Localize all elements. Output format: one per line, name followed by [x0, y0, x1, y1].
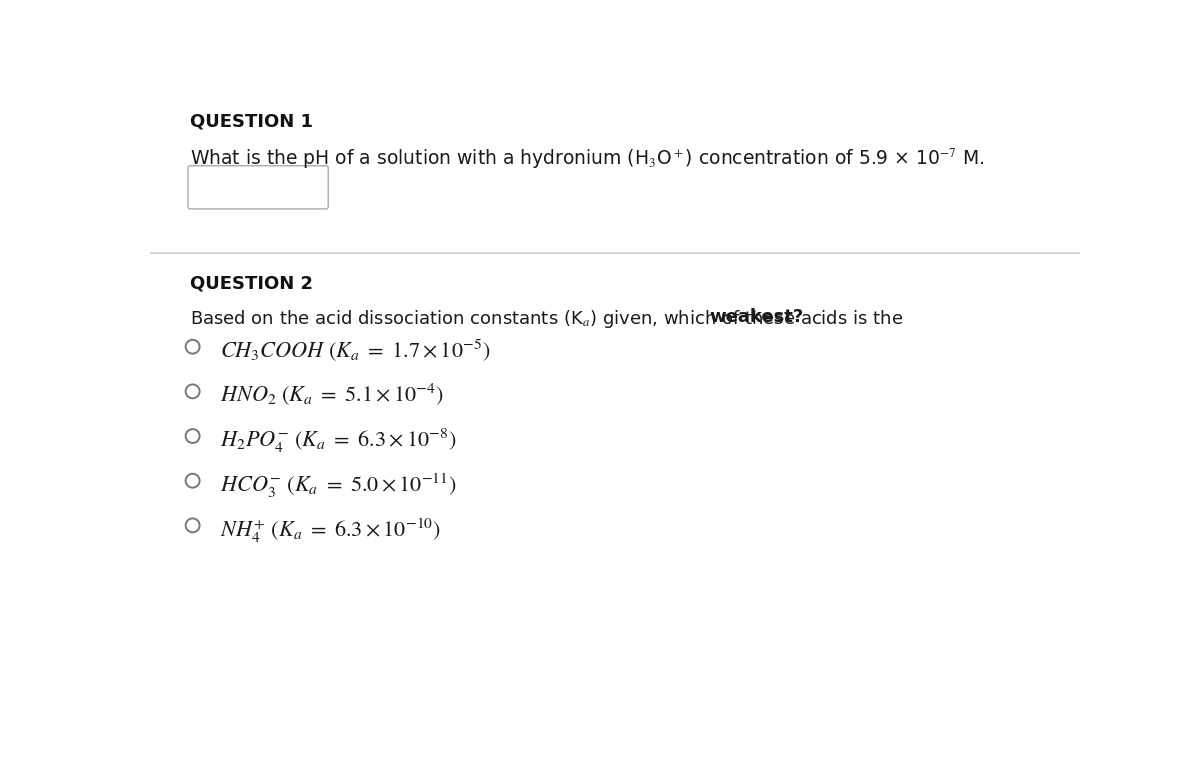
- Text: $\mathit{HNO_2}\ (K_a\ =\ 5.1\times10^{-4})$: $\mathit{HNO_2}\ (K_a\ =\ 5.1\times10^{-…: [220, 382, 443, 408]
- FancyBboxPatch shape: [188, 165, 329, 209]
- Text: $\mathit{CH_3COOH}\ (K_a\ =\ 1.7\times10^{-5})$: $\mathit{CH_3COOH}\ (K_a\ =\ 1.7\times10…: [220, 338, 490, 364]
- Text: $\mathit{NH_4^{+}}\ (K_a\ =\ 6.3\times10^{-10})$: $\mathit{NH_4^{+}}\ (K_a\ =\ 6.3\times10…: [220, 516, 440, 545]
- Circle shape: [186, 518, 199, 532]
- Circle shape: [186, 340, 199, 354]
- Text: $\mathit{HCO_3^{-}}\ (K_a\ =\ 5.0\times10^{-11})$: $\mathit{HCO_3^{-}}\ (K_a\ =\ 5.0\times1…: [220, 471, 456, 500]
- Text: Based on the acid dissociation constants (K$_a$) given, which of these acids is : Based on the acid dissociation constants…: [191, 308, 905, 330]
- Text: What is the pH of a solution with a hydronium (H$_3$O$^+$) concentration of 5.9 : What is the pH of a solution with a hydr…: [191, 146, 984, 171]
- Text: weakest?: weakest?: [709, 308, 804, 326]
- Circle shape: [186, 474, 199, 487]
- Circle shape: [186, 385, 199, 398]
- Text: $\mathit{H_2PO_4^{-}}\ (K_a\ =\ 6.3\times10^{-8})$: $\mathit{H_2PO_4^{-}}\ (K_a\ =\ 6.3\time…: [220, 427, 456, 455]
- Text: QUESTION 2: QUESTION 2: [191, 274, 313, 292]
- Circle shape: [186, 429, 199, 443]
- Text: QUESTION 1: QUESTION 1: [191, 112, 313, 131]
